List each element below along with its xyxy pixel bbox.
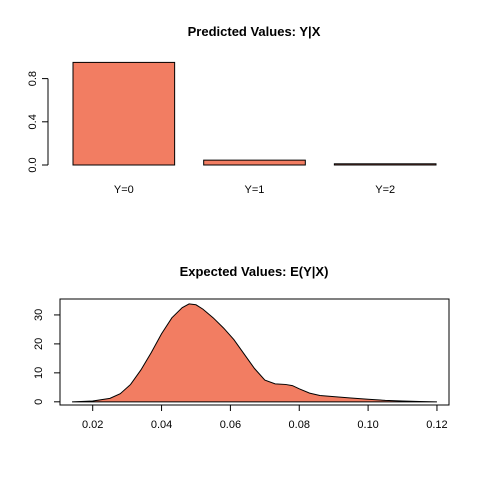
bar-category-label: Y=1 [245,184,265,196]
density-area [72,303,437,403]
density-y-tick-label: 20 [33,338,45,350]
expected-values-density-chart: Expected Values: E(Y|X) 0.02 0.04 0.06 0.08… [33,264,450,431]
density-chart-plot-box [59,298,450,406]
bar-chart-bars [72,61,437,166]
density-x-tick-label: 0.12 [426,419,447,431]
density-chart-title: Expected Values: E(Y|X) [180,264,329,279]
bar-y-tick-label: 0.8 [27,71,39,86]
bar-chart-y-axis: 0.0 0.4 0.8 [27,71,49,173]
density-x-tick-label: 0.10 [357,419,378,431]
density-x-tick-label: 0.04 [151,419,172,431]
density-x-tick-label: 0.06 [220,419,241,431]
bar-chart-category-labels: Y=0 Y=1 Y=2 [114,184,395,196]
bar [203,159,306,166]
predicted-values-bar-chart: Predicted Values: Y|X 0.00.40.8 Y=0 Y=1 Y=… [27,24,437,196]
density-y-tick-label: 30 [33,309,45,321]
density-x-tick-label: 0.02 [82,419,103,431]
bar-category-label: Y=0 [114,184,134,196]
density-y-tick-label: 10 [33,367,45,379]
bar [72,61,176,166]
bar-category-label: Y=2 [375,184,395,196]
density-y-tick-label: 0 [33,399,45,405]
bar-chart-title: Predicted Values: Y|X [188,24,321,39]
density-chart-x-axis: 0.02 0.04 0.06 0.08 0.10 0.12 [82,405,448,431]
bar [333,163,437,166]
bar-y-tick-label: 0.0 [27,157,39,172]
bar-y-tick-label: 0.4 [27,114,39,129]
density-chart-y-axis: 0 10 20 30 [33,309,60,405]
density-x-tick-label: 0.08 [289,419,310,431]
